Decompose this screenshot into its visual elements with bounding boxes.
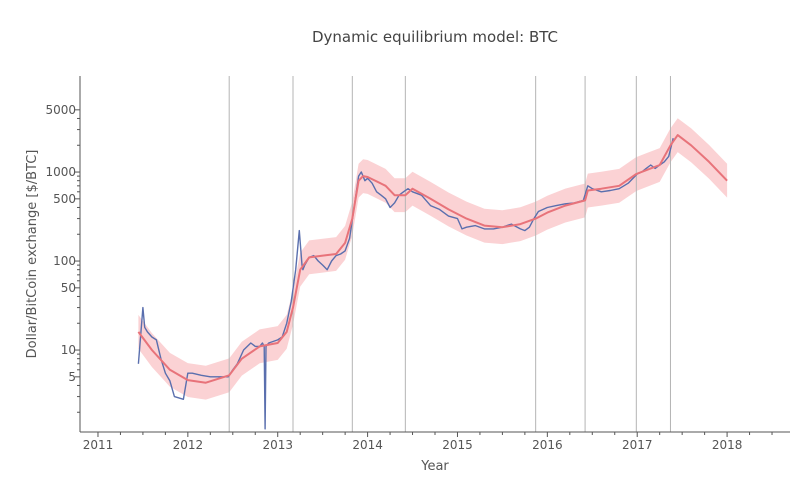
y-tick-label: 100 (53, 254, 76, 268)
shock-lines (228, 76, 671, 432)
y-tick-label: 50 (61, 281, 76, 295)
model-series-line (137, 134, 728, 384)
y-ticks: 5 10 50 100 500 1000 5000 (45, 103, 80, 413)
x-tick-label: 2011 (83, 438, 114, 452)
y-tick-label: 5 (68, 370, 76, 384)
x-tick-label: 2017 (622, 438, 653, 452)
band-area (138, 118, 728, 400)
y-axis-label: Dollar/BitCoin exchange [$/BTC] (25, 150, 40, 359)
x-tick-label: 2016 (532, 438, 563, 452)
x-tick-label: 2013 (262, 438, 293, 452)
y-tick-label: 5000 (45, 103, 76, 117)
confidence-band (138, 118, 728, 400)
y-tick-label: 10 (61, 343, 76, 357)
y-tick-label: 500 (53, 192, 76, 206)
x-tick-label: 2014 (352, 438, 383, 452)
x-tick-label: 2015 (442, 438, 473, 452)
chart-title: Dynamic equilibrium model: BTC (312, 28, 558, 46)
series-layer (137, 134, 728, 430)
x-tick-label: 2012 (173, 438, 204, 452)
x-ticks: 2011 2012 2013 2014 2015 2016 2017 2018 (83, 432, 773, 452)
x-axis-label: Year (420, 459, 449, 474)
x-tick-label: 2018 (712, 438, 743, 452)
y-tick-label: 1000 (45, 165, 76, 179)
